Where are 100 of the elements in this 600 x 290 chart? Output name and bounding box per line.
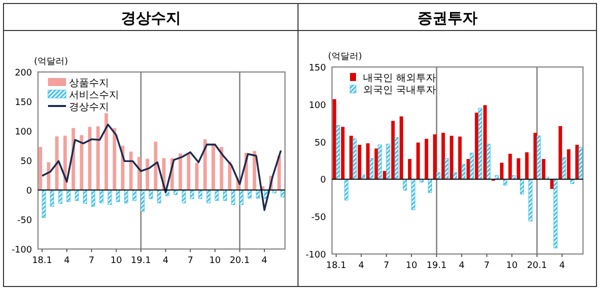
bar bbox=[458, 136, 462, 180]
bar bbox=[140, 190, 145, 212]
y-tick-label: -100 bbox=[306, 250, 326, 260]
bar bbox=[344, 178, 348, 200]
bar bbox=[478, 108, 482, 180]
y-tick-label: 150 bbox=[14, 98, 32, 108]
bar bbox=[220, 146, 224, 190]
bar bbox=[38, 146, 42, 190]
bar bbox=[416, 142, 420, 180]
y-tick-label: 50 bbox=[20, 157, 32, 167]
bar bbox=[536, 136, 541, 180]
y-tick-label: 150 bbox=[308, 64, 326, 74]
bar bbox=[558, 126, 562, 180]
bar bbox=[386, 144, 390, 180]
bar bbox=[400, 116, 404, 180]
bar bbox=[336, 125, 340, 180]
y-tick-label: 100 bbox=[308, 100, 326, 111]
bar bbox=[461, 164, 466, 180]
bar bbox=[190, 190, 194, 200]
bar bbox=[436, 172, 440, 180]
legend-label: 서비스수지 bbox=[69, 90, 119, 101]
x-tick-label: 7 bbox=[484, 261, 490, 271]
bar bbox=[214, 190, 219, 201]
bar bbox=[525, 152, 529, 180]
bar bbox=[137, 156, 141, 190]
x-tick-label: 7 bbox=[187, 256, 194, 266]
y-tick-label: 200 bbox=[14, 68, 32, 78]
bar bbox=[108, 190, 112, 205]
bar bbox=[441, 132, 445, 180]
bar bbox=[96, 126, 100, 190]
y-tick-label: 0 bbox=[26, 186, 32, 196]
bar bbox=[83, 190, 87, 204]
y-tick-label: -50 bbox=[311, 213, 326, 224]
bar bbox=[394, 137, 399, 180]
bar bbox=[148, 190, 153, 200]
y-tick-label: -50 bbox=[17, 216, 32, 226]
bar bbox=[231, 190, 236, 205]
bar bbox=[542, 159, 546, 180]
x-tick-label: 4 bbox=[458, 261, 465, 271]
bar bbox=[58, 190, 62, 204]
x-tick-label: 4 bbox=[358, 261, 364, 271]
bar bbox=[80, 135, 84, 190]
bar bbox=[453, 172, 458, 180]
bar bbox=[369, 158, 374, 180]
bar bbox=[433, 134, 437, 180]
bar bbox=[402, 178, 407, 191]
legend-label: 경상수지 bbox=[69, 102, 109, 113]
y-axis-title: (억달러) bbox=[328, 52, 362, 62]
bar bbox=[88, 126, 92, 190]
bar bbox=[124, 190, 128, 204]
bar bbox=[358, 144, 362, 180]
x-tick-label: 7 bbox=[384, 261, 390, 271]
bar bbox=[483, 105, 487, 180]
x-tick-label: 19.1 bbox=[426, 261, 447, 271]
bar bbox=[500, 162, 504, 180]
bar bbox=[578, 146, 583, 180]
bar bbox=[228, 162, 232, 190]
bar bbox=[450, 136, 454, 180]
bar bbox=[66, 190, 71, 202]
bar bbox=[212, 144, 216, 190]
bar bbox=[129, 152, 133, 190]
bar bbox=[223, 190, 227, 201]
bar bbox=[332, 99, 336, 180]
bar bbox=[503, 178, 508, 186]
x-tick-label: 20.1 bbox=[230, 256, 250, 266]
bar bbox=[91, 190, 96, 207]
bar bbox=[63, 136, 67, 190]
y-tick-label: -100 bbox=[12, 246, 32, 256]
x-tick-label: 20.1 bbox=[526, 261, 548, 271]
bar bbox=[146, 158, 150, 190]
legend-label: 외국인 국내투자 bbox=[363, 85, 436, 96]
x-tick-label: 18.1 bbox=[32, 256, 52, 266]
bar bbox=[256, 190, 260, 199]
bar bbox=[100, 190, 104, 204]
bar bbox=[248, 190, 252, 199]
x-tick-label: 10 bbox=[406, 261, 418, 271]
bar bbox=[486, 144, 491, 180]
bar bbox=[46, 162, 50, 190]
y-tick-label: 50 bbox=[314, 138, 326, 148]
x-tick-label: 10 bbox=[506, 261, 518, 271]
bar bbox=[42, 190, 46, 218]
y-tick-label: 100 bbox=[14, 128, 32, 138]
bar bbox=[528, 178, 532, 222]
bar bbox=[277, 156, 281, 190]
bar bbox=[570, 178, 574, 184]
bar bbox=[74, 190, 79, 201]
x-tick-label: 10 bbox=[209, 256, 222, 266]
bar bbox=[352, 138, 357, 180]
bar bbox=[50, 190, 54, 207]
bar bbox=[553, 178, 558, 248]
bar bbox=[341, 126, 345, 180]
y-tick-label: 0 bbox=[320, 176, 326, 186]
bar bbox=[516, 158, 520, 180]
bar bbox=[195, 162, 199, 190]
chart-title: 증권투자 bbox=[417, 9, 478, 27]
bar bbox=[206, 190, 210, 204]
x-tick-label: 10 bbox=[110, 256, 122, 266]
bar bbox=[203, 139, 207, 190]
x-tick-label: 4 bbox=[64, 256, 70, 266]
bar bbox=[366, 143, 370, 180]
